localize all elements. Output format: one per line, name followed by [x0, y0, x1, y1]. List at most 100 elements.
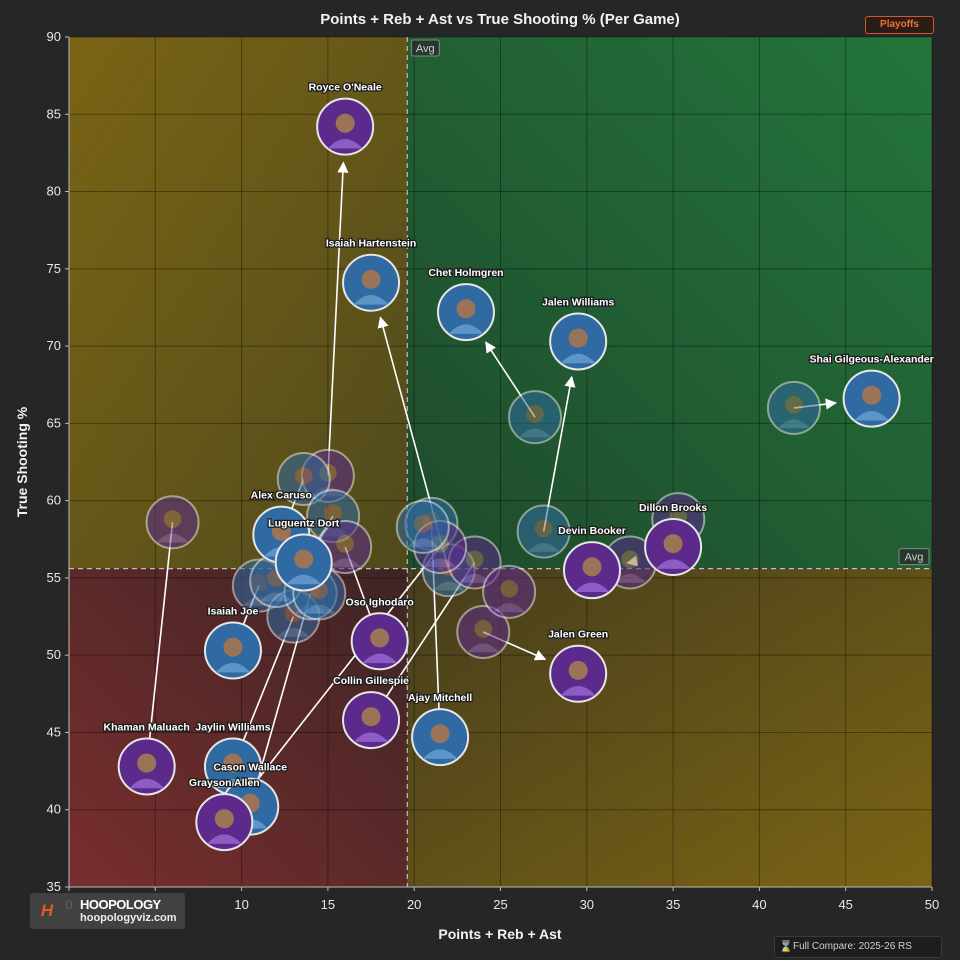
compare-footer[interactable]: ⌛ Full Compare: 2025-26 RS	[774, 936, 942, 958]
avatar-jersey	[560, 353, 596, 364]
player-avatar	[117, 737, 176, 796]
avatar-head	[271, 521, 291, 541]
player-label: Shai Gilgeous-Alexander	[809, 354, 933, 366]
regular-season-avatar	[516, 504, 571, 559]
avatar-head	[370, 628, 390, 648]
quadrant-top-right	[407, 37, 932, 569]
chart-title: Points + Reb + Ast vs True Shooting % (P…	[320, 11, 680, 28]
avatar-head	[474, 620, 493, 638]
x-tick-label: 40	[752, 897, 766, 912]
x-tick-label: 35	[666, 897, 680, 912]
avatar-head	[526, 405, 544, 423]
avatar-jersey	[422, 749, 458, 759]
player-label: Devin Booker	[558, 525, 626, 537]
avatar-jersey	[353, 732, 389, 742]
y-tick-label: 75	[47, 261, 61, 276]
regular-season-avatar	[395, 499, 450, 554]
player-label: Collin Gillespie	[333, 675, 409, 687]
avatar-head	[663, 534, 683, 554]
trend-arrow	[239, 546, 441, 803]
y-tick-label: 55	[47, 570, 61, 585]
avatar-jersey	[129, 778, 165, 789]
y-tick-label: 35	[47, 879, 61, 894]
y-tick-label: 80	[47, 184, 61, 199]
avatar-head	[335, 113, 355, 133]
x-tick-label: 45	[838, 897, 852, 912]
avatar-head	[582, 557, 602, 577]
avatar-head	[568, 328, 588, 348]
x-tick-label: 20	[407, 897, 421, 912]
avatar-head	[223, 637, 243, 657]
player-label: Khaman Maluach	[103, 721, 189, 733]
regular-season-avatar	[145, 495, 200, 550]
player-label: Jalen Williams	[542, 296, 614, 308]
player-label: Isaiah Joe	[208, 606, 259, 618]
y-axis-label: True Shooting %	[14, 406, 30, 517]
regular-season-avatar	[482, 564, 537, 619]
avatar-jersey	[432, 581, 465, 591]
avatar-head	[223, 753, 243, 773]
trend-arrow	[327, 161, 349, 476]
avg-label-y: Avg	[905, 552, 924, 564]
avatar-jersey	[353, 295, 389, 305]
player-label: Luguentz Dort	[268, 517, 340, 529]
avatar-jersey	[527, 542, 560, 552]
avatar-head	[430, 724, 450, 744]
avatar-jersey	[467, 643, 500, 653]
avatar-head	[294, 549, 314, 569]
hourglass-icon: ⌛	[779, 941, 793, 953]
avatar-head	[163, 510, 182, 528]
x-tick-label: 30	[580, 897, 594, 912]
avg-box-y	[898, 548, 930, 566]
avatar-jersey	[286, 574, 322, 585]
regular-season-avatar	[508, 390, 563, 445]
player-label: Chet Holmgren	[428, 267, 503, 279]
player-avatar	[411, 708, 470, 767]
player-label: Grayson Allen	[189, 777, 260, 789]
avatar-jersey	[560, 686, 596, 696]
avatar-jersey	[574, 582, 610, 593]
player-avatar	[549, 312, 608, 371]
avatar-head	[361, 707, 381, 727]
regular-season-avatar	[456, 605, 511, 659]
avatar-jersey	[206, 834, 242, 844]
player-label: Jaylin Williams	[195, 721, 270, 733]
player-avatar	[436, 283, 495, 342]
avatar-jersey	[303, 604, 336, 614]
x-tick-label: 25	[493, 897, 507, 912]
x-tick-label: 15	[321, 897, 335, 912]
player-label: Royce O'Neale	[309, 82, 382, 94]
avatar-jersey	[423, 558, 457, 568]
logo-name: HOOPOLOGY	[80, 897, 161, 912]
playoffs-badge[interactable]: Playoffs	[865, 16, 934, 34]
hoopology-logo: H HOOPOLOGY hoopologyviz.com	[30, 893, 185, 929]
y-tick-label: 50	[47, 647, 61, 662]
trend-arrow	[148, 522, 174, 741]
avatar-head	[862, 385, 882, 405]
avatar-jersey	[156, 533, 189, 543]
avatar-head	[294, 467, 313, 485]
player-label: Dillon Brooks	[639, 502, 707, 514]
player-avatar	[274, 533, 333, 592]
logo-url: hoopologyviz.com	[80, 912, 177, 924]
player-avatar	[203, 621, 262, 680]
player-avatar	[342, 691, 401, 750]
player-label: Isaiah Hartenstein	[326, 238, 416, 250]
x-axis-label: Points + Reb + Ast	[438, 926, 562, 942]
avatar-head	[413, 514, 432, 533]
avatar-jersey	[260, 592, 293, 602]
avatar-head	[465, 550, 484, 569]
player-label: Cason Wallace	[213, 762, 287, 774]
player-avatar	[562, 541, 621, 600]
avatar-jersey	[215, 662, 251, 673]
y-tick-label: 90	[47, 29, 61, 44]
avatar-jersey	[613, 573, 647, 583]
x-tick-label: 50	[925, 897, 939, 912]
player-label: Jalen Green	[548, 629, 608, 641]
regular-season-avatar	[766, 380, 821, 435]
player-avatar	[342, 253, 401, 312]
avatar-jersey	[277, 627, 310, 637]
player-avatar	[350, 612, 409, 671]
avatar-head	[336, 535, 354, 553]
